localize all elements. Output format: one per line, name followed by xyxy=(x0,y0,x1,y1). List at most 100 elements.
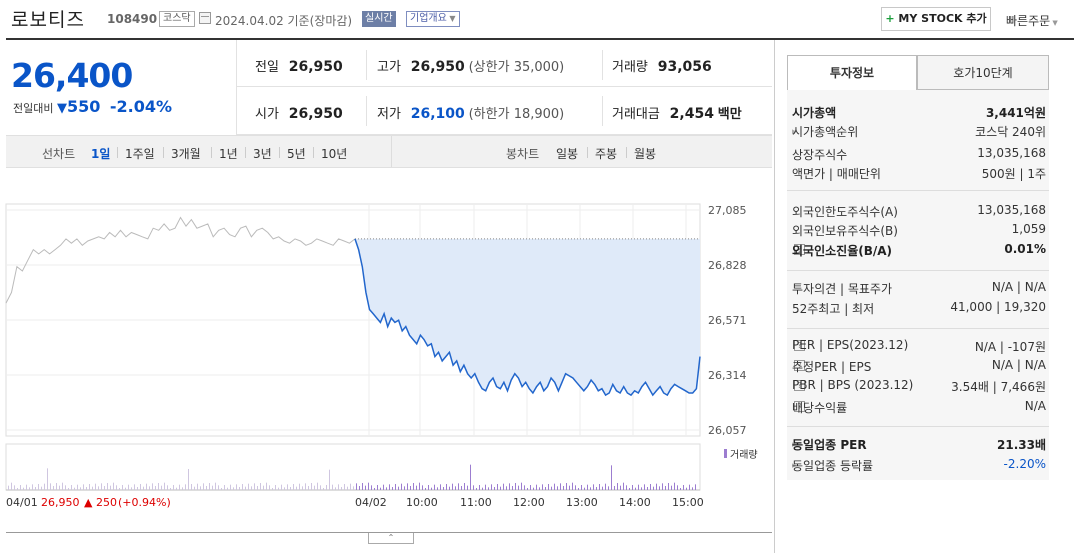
chevron-up-icon: ⌃ xyxy=(388,533,395,542)
volume-bar xyxy=(26,485,27,490)
volume-bar xyxy=(128,485,129,490)
volume-bar xyxy=(437,487,438,490)
volume-bar xyxy=(647,487,648,490)
change-percent: -2.04% xyxy=(110,97,172,116)
tab-period-1y[interactable]: 1년 xyxy=(219,145,238,162)
volume-bar xyxy=(611,465,612,490)
tab-period-1d[interactable]: 1일 xyxy=(91,145,110,162)
tab-period-3m[interactable]: 3개월 xyxy=(171,145,201,162)
volume-bar xyxy=(629,488,630,490)
volume-bar xyxy=(416,486,417,490)
info-row: 시가총액 3,441억원 xyxy=(792,104,1046,122)
base-date: 2024.04.02 기준(장마감) xyxy=(215,12,352,29)
quick-order-label: 빠른주문 xyxy=(1006,14,1050,28)
volume-bar xyxy=(155,486,156,490)
info-value: -2.20% xyxy=(1004,457,1046,471)
volume-bar xyxy=(596,487,597,490)
volume-bar xyxy=(458,483,459,490)
x-tick-label: 14:00 xyxy=(619,496,651,509)
volume-bar xyxy=(401,484,402,490)
volume-bar xyxy=(122,485,123,490)
volume-bar xyxy=(269,485,270,490)
volume-bar xyxy=(623,483,624,490)
stock-header: 로보티즈 108490 코스닥 2024.04.02 기준(장마감) 실시간 기… xyxy=(0,0,1080,38)
info-row: 배당수익률? N/A xyxy=(792,399,1046,417)
volume-bar xyxy=(686,488,687,490)
divider xyxy=(391,136,392,167)
tab-candle-monthly[interactable]: 월봉 xyxy=(634,145,656,162)
volume-bar xyxy=(71,485,72,490)
tab-candle-weekly[interactable]: 주봉 xyxy=(595,145,617,162)
volume-bar xyxy=(119,488,120,490)
quick-order-dropdown[interactable]: 빠른주문 ▼ xyxy=(1006,12,1058,29)
volume-bar xyxy=(212,486,213,490)
info-value: 13,035,168 xyxy=(977,146,1046,160)
line-chart-label: 선차트 xyxy=(42,145,75,162)
info-row: 투자의견 | 목표주가 N/A | N/A xyxy=(792,280,1046,298)
x-tick-label: 12:00 xyxy=(513,496,545,509)
volume-bar xyxy=(11,483,12,490)
volume-bar xyxy=(581,485,582,490)
tab-investment-info[interactable]: 투자정보 xyxy=(787,55,917,90)
volume-bar xyxy=(308,486,309,490)
info-value: N/A | N/A xyxy=(992,358,1046,372)
add-my-stock-button[interactable]: + MY STOCK 추가 xyxy=(881,7,991,31)
volume-bar xyxy=(392,487,393,490)
tab-period-10y[interactable]: 10년 xyxy=(321,145,347,162)
volume-bar xyxy=(554,484,555,490)
volume-bar xyxy=(497,484,498,490)
volume-bar xyxy=(77,485,78,490)
volume-bar xyxy=(503,484,504,490)
volume-bar xyxy=(197,484,198,490)
volume-bar xyxy=(179,485,180,490)
volume-bar xyxy=(362,483,363,490)
volume-bar xyxy=(245,487,246,490)
volume-bar xyxy=(500,487,501,490)
info-row: 동일업종 등락률 ▸ -2.20% xyxy=(792,457,1046,475)
volume-bar xyxy=(92,487,93,490)
down-triangle-icon: ▼ xyxy=(57,101,67,116)
volume-bar xyxy=(515,483,516,490)
chart-tab-bar: 선차트 1일 1주일 3개월 1년 3년 5년 10년 봉차트 일봉 주봉 월봉 xyxy=(6,135,772,168)
tab-period-5y[interactable]: 5년 xyxy=(287,145,306,162)
company-overview-label: 기업개요 xyxy=(410,13,447,24)
volume-legend-swatch xyxy=(724,449,727,458)
tab-separator xyxy=(626,147,627,158)
info-label: 동일업종 등락률 xyxy=(792,457,873,474)
volume-bar xyxy=(356,483,357,490)
info-row: 액면가 | 매매단위 500원 | 1주 xyxy=(792,165,1046,183)
panel-divider xyxy=(774,40,775,553)
volume-bar xyxy=(572,483,573,490)
volume-bar xyxy=(365,486,366,490)
info-label: 52주최고 | 최저 xyxy=(792,300,874,317)
volume-bar xyxy=(287,484,288,490)
upper-limit: (상한가 35,000) xyxy=(469,60,565,75)
volume-bar xyxy=(329,470,330,490)
volume-bar xyxy=(95,484,96,490)
tab-candle-daily[interactable]: 일봉 xyxy=(556,145,578,162)
volume-bar xyxy=(383,485,384,490)
volume-bar xyxy=(284,487,285,490)
tab-period-3y[interactable]: 3년 xyxy=(253,145,272,162)
company-overview-dropdown[interactable]: 기업개요 ▼ xyxy=(406,11,460,27)
prev-day-pct: (+0.94%) xyxy=(118,496,171,509)
volume-bar xyxy=(530,485,531,490)
prev-close-label: 전일 xyxy=(255,60,279,75)
tab-order-book-10[interactable]: 호가10단계 xyxy=(917,55,1049,90)
volume-bar xyxy=(602,487,603,490)
collapse-button[interactable]: ⌃ xyxy=(368,533,414,544)
volume-bar xyxy=(173,485,174,490)
tab-period-1w[interactable]: 1주일 xyxy=(125,145,155,162)
volume-bar xyxy=(164,483,165,490)
realtime-badge[interactable]: 실시간 xyxy=(362,11,396,27)
volume-bar xyxy=(404,486,405,490)
divider xyxy=(366,50,367,80)
volume-bar xyxy=(32,484,33,490)
info-label: 투자의견 | 목표주가 xyxy=(792,280,892,297)
volume-bar xyxy=(632,485,633,490)
info-label: 액면가 | 매매단위 xyxy=(792,165,881,182)
volume-bar xyxy=(479,485,480,490)
divider xyxy=(237,86,772,87)
volume-bar xyxy=(89,484,90,490)
info-value: N/A xyxy=(1025,399,1046,413)
